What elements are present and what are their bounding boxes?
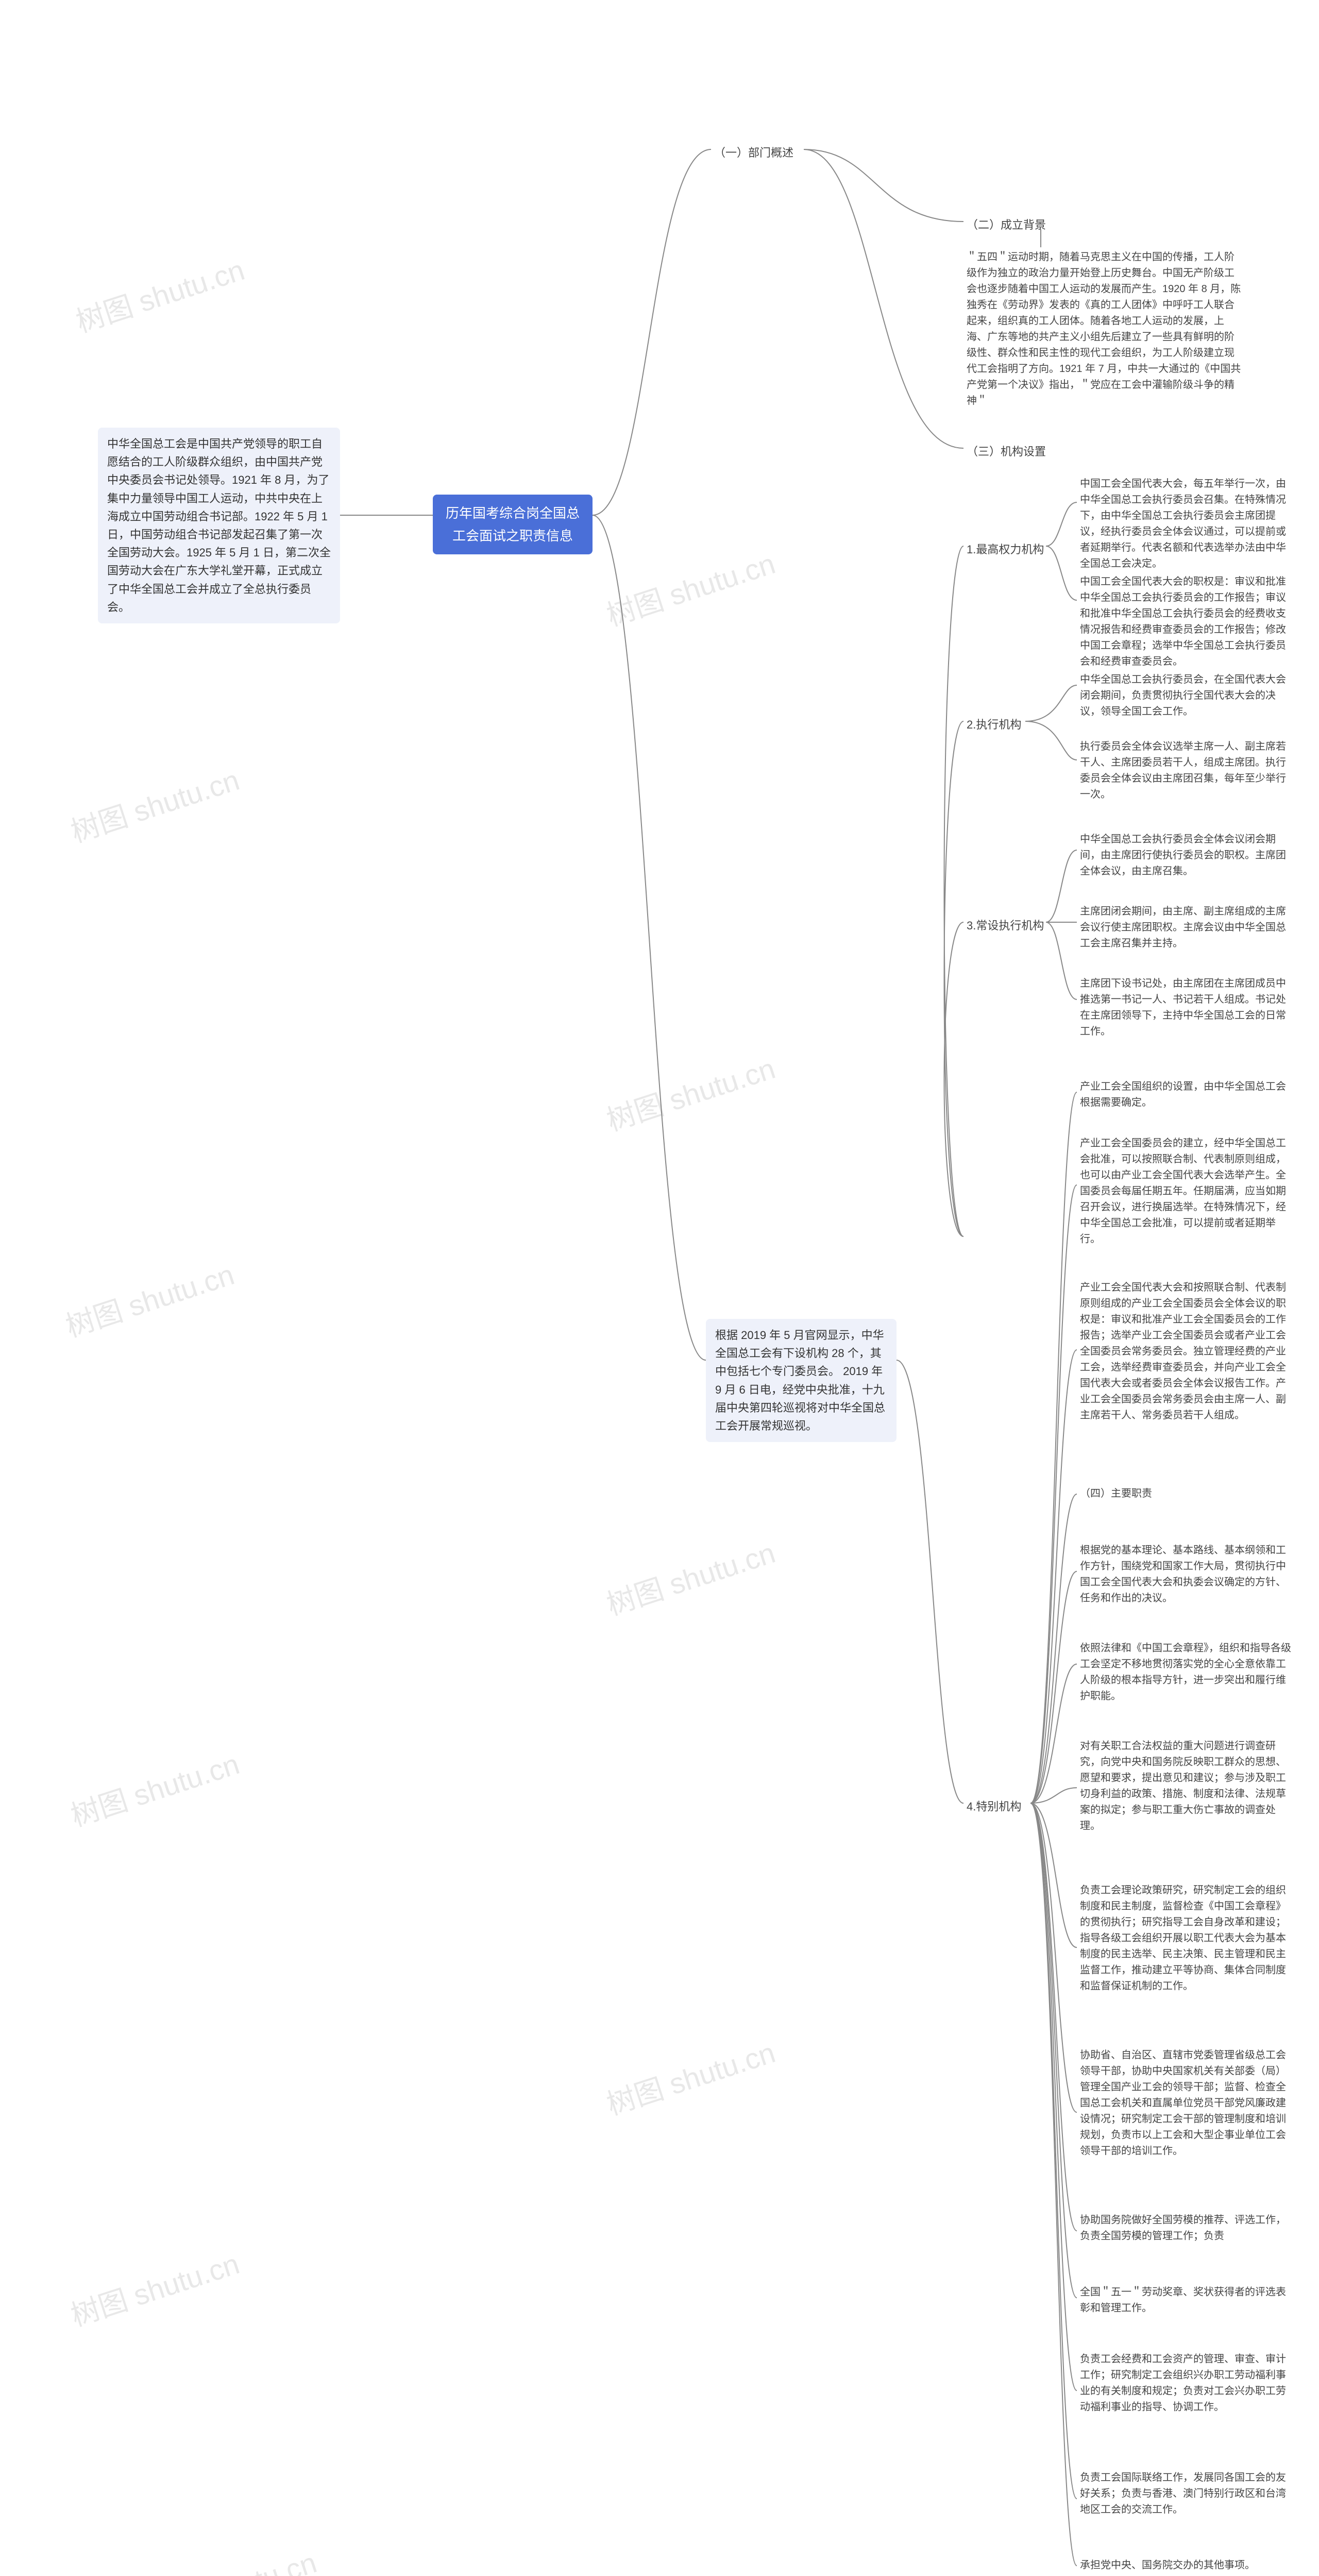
watermark: 树图 shutu.cn: [601, 541, 780, 635]
s3-c4-item-2: 产业工会全国代表大会和按照联合制、代表制原则组成的产业工会全国委员会全体会议的职…: [1077, 1278, 1298, 1426]
s3-c2-item-0: 中华全国总工会执行委员会，在全国代表大会闭会期间，负责贯彻执行全国代表大会的决议…: [1077, 670, 1298, 722]
s3-c4-item-10: 全国＂五一＂劳动奖章、奖状获得者的评选表彰和管理工作。: [1077, 2282, 1298, 2318]
s3-c4-item-5: 依照法律和《中国工会章程》，组织和指导各级工会坚定不移地贯彻落实党的全心全意依靠…: [1077, 1638, 1298, 1706]
s3-c1-item-1: 中国工会全国代表大会的职权是：审议和批准中华全国总工会执行委员会的工作报告；审议…: [1077, 572, 1298, 672]
s3-c4-item-9: 协助国务院做好全国劳模的推荐、评选工作，负责全国劳模的管理工作；负责: [1077, 2210, 1298, 2246]
s3-c3-label: 3.常设执行机构: [963, 914, 1051, 937]
mindmap-canvas: 树图 shutu.cn 树图 shutu.cn 树图 shutu.cn 树图 s…: [0, 0, 1319, 2576]
s3-c4-item-7: 负责工会理论政策研究，研究制定工会的组织制度和民主制度，监督检查《中国工会章程》…: [1077, 1880, 1298, 1996]
s3-c1-item-0: 中国工会全国代表大会，每五年举行一次，由中华全国总工会执行委员会召集。在特殊情况…: [1077, 474, 1298, 574]
s3-c3-item-1: 主席团闭会期间，由主席、副主席组成的主席会议行使主席团职权。主席会议由中华全国总…: [1077, 902, 1298, 954]
s3-c3-item-0: 中华全国总工会执行委员会全体会议闭会期间，由主席团行使执行委员会的职权。主席团全…: [1077, 829, 1298, 882]
watermark: 树图 shutu.cn: [601, 1046, 780, 1140]
s3-c4-label: 4.特别机构: [963, 1795, 1036, 1818]
watermark: 树图 shutu.cn: [60, 1252, 239, 1346]
intro-box: 根据 2019 年 5 月官网显示，中华全国总工会有下设机构 28 个，其中包括…: [706, 1319, 897, 1442]
watermark: 树图 shutu.cn: [601, 2030, 780, 2124]
watermark: 树图 shutu.cn: [601, 1530, 780, 1624]
s3-c1-label: 1.最高权力机构: [963, 538, 1051, 561]
s3-c2-item-1: 执行委员会全体会议选举主席一人、副主席若干人、主席团委员若干人，组成主席团。执行…: [1077, 737, 1298, 805]
s3-c4-item-6: 对有关职工合法权益的重大问题进行调查研究，向党中央和国务院反映职工群众的思想、愿…: [1077, 1736, 1298, 1836]
s3-c2-label: 2.执行机构: [963, 714, 1036, 736]
s3-c4-item-8: 协助省、自治区、直辖市党委管理省级总工会领导干部，协助中央国家机关有关部委（局）…: [1077, 2045, 1298, 2161]
section-2-body: ＂五四＂运动时期，随着马克思主义在中国的传播，工人阶级作为独立的政治力量开始登上…: [963, 247, 1247, 411]
watermark: 树图 shutu.cn: [65, 2241, 244, 2335]
root-node: 历年国考综合岗全国总工会面试之职责信息: [433, 495, 593, 554]
s3-c4-item-0: 产业工会全国组织的设置，由中华全国总工会根据需要确定。: [1077, 1077, 1298, 1113]
watermark: 树图 shutu.cn: [65, 757, 244, 851]
s3-c3-item-2: 主席团下设书记处，由主席团在主席团成员中推选第一书记一人、书记若干人组成。书记处…: [1077, 974, 1298, 1042]
left-context-box: 中华全国总工会是中国共产党领导的职工自愿结合的工人阶级群众组织，由中国共产党中央…: [98, 428, 340, 623]
s3-c4-item-11: 负责工会经费和工会资产的管理、审查、审计工作；研究制定工会组织兴办职工劳动福利事…: [1077, 2349, 1298, 2417]
s3-c4-item-4: 根据党的基本理论、基本路线、基本纲领和工作方针，围绕党和国家工作大局，贯彻执行中…: [1077, 1540, 1298, 1608]
section-3-label: （三）机构设置: [963, 440, 1067, 463]
section-2-label: （二）成立背景: [963, 214, 1067, 236]
watermark: 树图 shutu.cn: [70, 247, 249, 341]
section-1-label: （一）部门概述: [711, 142, 814, 164]
watermark: 树图 shutu.cn: [142, 2540, 322, 2576]
s3-c4-item-12: 负责工会国际联络工作，发展同各国工会的友好关系；负责与香港、澳门特别行政区和台湾…: [1077, 2468, 1298, 2520]
s3-c4-item-13: 承担党中央、国务院交办的其他事项。: [1077, 2555, 1298, 2575]
s3-c4-item-3: （四）主要职责: [1077, 1484, 1298, 1504]
s3-c4-item-1: 产业工会全国委员会的建立，经中华全国总工会批准，可以按照联合制、代表制原则组成，…: [1077, 1133, 1298, 1249]
watermark: 树图 shutu.cn: [65, 1741, 244, 1835]
